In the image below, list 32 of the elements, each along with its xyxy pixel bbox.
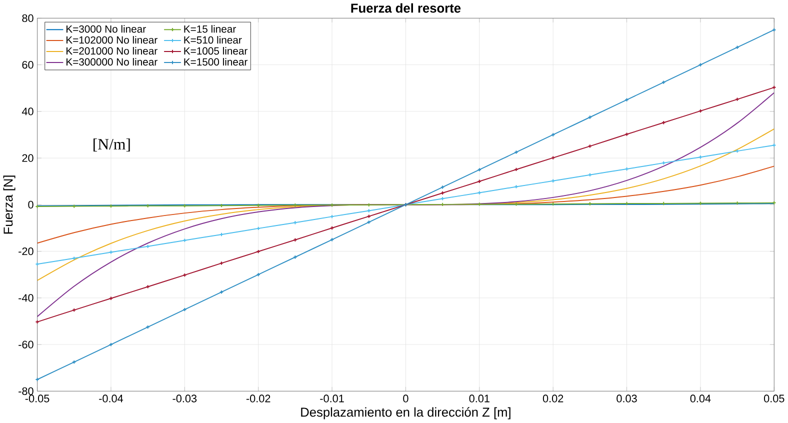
x-tick-label: -0.01 bbox=[320, 394, 344, 403]
x-tick-label: 0.05 bbox=[764, 394, 784, 403]
y-tick-label: 60 bbox=[22, 61, 34, 69]
x-tick-label: -0.02 bbox=[246, 394, 270, 403]
legend-label: K=102000 No linear bbox=[66, 36, 158, 44]
legend-label: K=201000 No linear bbox=[66, 47, 158, 55]
x-tick-label: -0.04 bbox=[99, 394, 124, 403]
legend-label: K=510 linear bbox=[184, 36, 242, 44]
x-tick-label: 0.03 bbox=[616, 394, 637, 403]
x-tick-label: 0 bbox=[403, 394, 408, 403]
x-tick-label: -0.05 bbox=[25, 394, 50, 403]
x-tick-label: 0.02 bbox=[542, 394, 564, 403]
y-tick-label: 0 bbox=[28, 201, 34, 209]
x-tick-label: 0.01 bbox=[469, 394, 490, 403]
chart-title: Fuerza del resorte bbox=[351, 4, 461, 13]
y-tick-label: -60 bbox=[18, 340, 34, 349]
x-tick-label: -0.03 bbox=[172, 394, 197, 403]
y-tick-label: -20 bbox=[18, 248, 34, 256]
y-tick-label: 80 bbox=[22, 14, 34, 22]
legend-label: K=300000 No linear bbox=[66, 58, 158, 66]
y-tick-label: 40 bbox=[22, 108, 34, 116]
y-tick-label: -40 bbox=[18, 294, 34, 302]
x-tick-label: 0.04 bbox=[690, 394, 711, 403]
y-tick-label: -80 bbox=[18, 388, 34, 396]
legend-label: K=1005 linear bbox=[184, 47, 248, 55]
y-tick-label: 20 bbox=[22, 154, 34, 162]
legend-label: K=15 linear bbox=[184, 25, 236, 33]
y-axis-title: Fuerza [N] bbox=[3, 176, 16, 234]
legend-label: K=3000 No linear bbox=[66, 25, 146, 33]
annotation: [N/m] bbox=[94, 138, 130, 152]
legend-label: K=1500 linear bbox=[184, 58, 248, 66]
x-axis-title: Desplazamiento en la dirección Z [m] bbox=[301, 407, 510, 420]
